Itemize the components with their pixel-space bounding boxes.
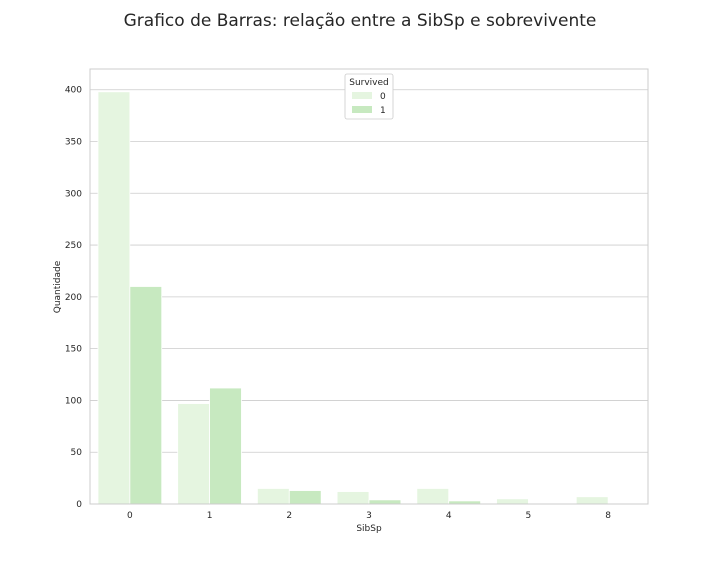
- legend: Survived 0 1: [344, 73, 394, 120]
- bar-sibsp-2-survived-1: [288, 490, 322, 505]
- y-axis-label: Quantidade: [53, 260, 63, 313]
- bar-sibsp-3-survived-0: [336, 491, 370, 505]
- chart-title: Grafico de Barras: relação entre a SibSp…: [124, 11, 597, 31]
- bar-sibsp-8-survived-0: [575, 496, 609, 505]
- x-tick-label-8: 8: [605, 511, 611, 521]
- bar-sibsp-1-survived-1: [209, 387, 242, 505]
- bar-sibsp-2-survived-0: [256, 488, 290, 505]
- plot-frame: [89, 68, 649, 505]
- bar-sibsp-0-survived-1: [129, 286, 163, 505]
- x-tick-label-0: 0: [127, 511, 133, 521]
- legend-label-survived-1: 1: [380, 106, 386, 116]
- bar-sibsp-4-survived-0: [416, 488, 450, 505]
- x-tick-label-5: 5: [526, 511, 532, 521]
- y-tick-label-250: 250: [65, 241, 82, 251]
- y-tick-label-100: 100: [65, 396, 82, 406]
- y-tick-label-200: 200: [65, 293, 82, 303]
- legend-label-survived-0: 0: [380, 92, 386, 102]
- x-tick-labels: 0 1 2 3 4 5 8: [127, 511, 611, 521]
- bars: [97, 91, 609, 505]
- x-tick-label-2: 2: [286, 511, 292, 521]
- bar-sibsp-5-survived-0: [496, 498, 529, 505]
- x-tick-label-4: 4: [446, 511, 452, 521]
- y-tick-label-400: 400: [65, 86, 82, 96]
- bar-sibsp-0-survived-0: [97, 91, 131, 505]
- legend-swatch-survived-1: [352, 106, 372, 113]
- grid-lines: [90, 89, 648, 505]
- y-tick-label-150: 150: [65, 345, 82, 355]
- x-tick-label-3: 3: [366, 511, 372, 521]
- legend-swatch-survived-0: [352, 92, 372, 99]
- bar-sibsp-1-survived-0: [177, 403, 210, 505]
- bar-sibsp-3-survived-1: [368, 499, 402, 505]
- y-tick-labels: 0 50 100 150 200 250 300 350 400: [65, 86, 82, 510]
- x-axis-label: SibSp: [356, 524, 382, 534]
- y-tick-label-0: 0: [76, 500, 82, 510]
- y-tick-label-50: 50: [71, 448, 83, 458]
- y-tick-label-300: 300: [65, 189, 82, 199]
- y-tick-label-350: 350: [65, 138, 82, 148]
- legend-title: Survived: [349, 78, 389, 88]
- x-tick-label-1: 1: [207, 511, 213, 521]
